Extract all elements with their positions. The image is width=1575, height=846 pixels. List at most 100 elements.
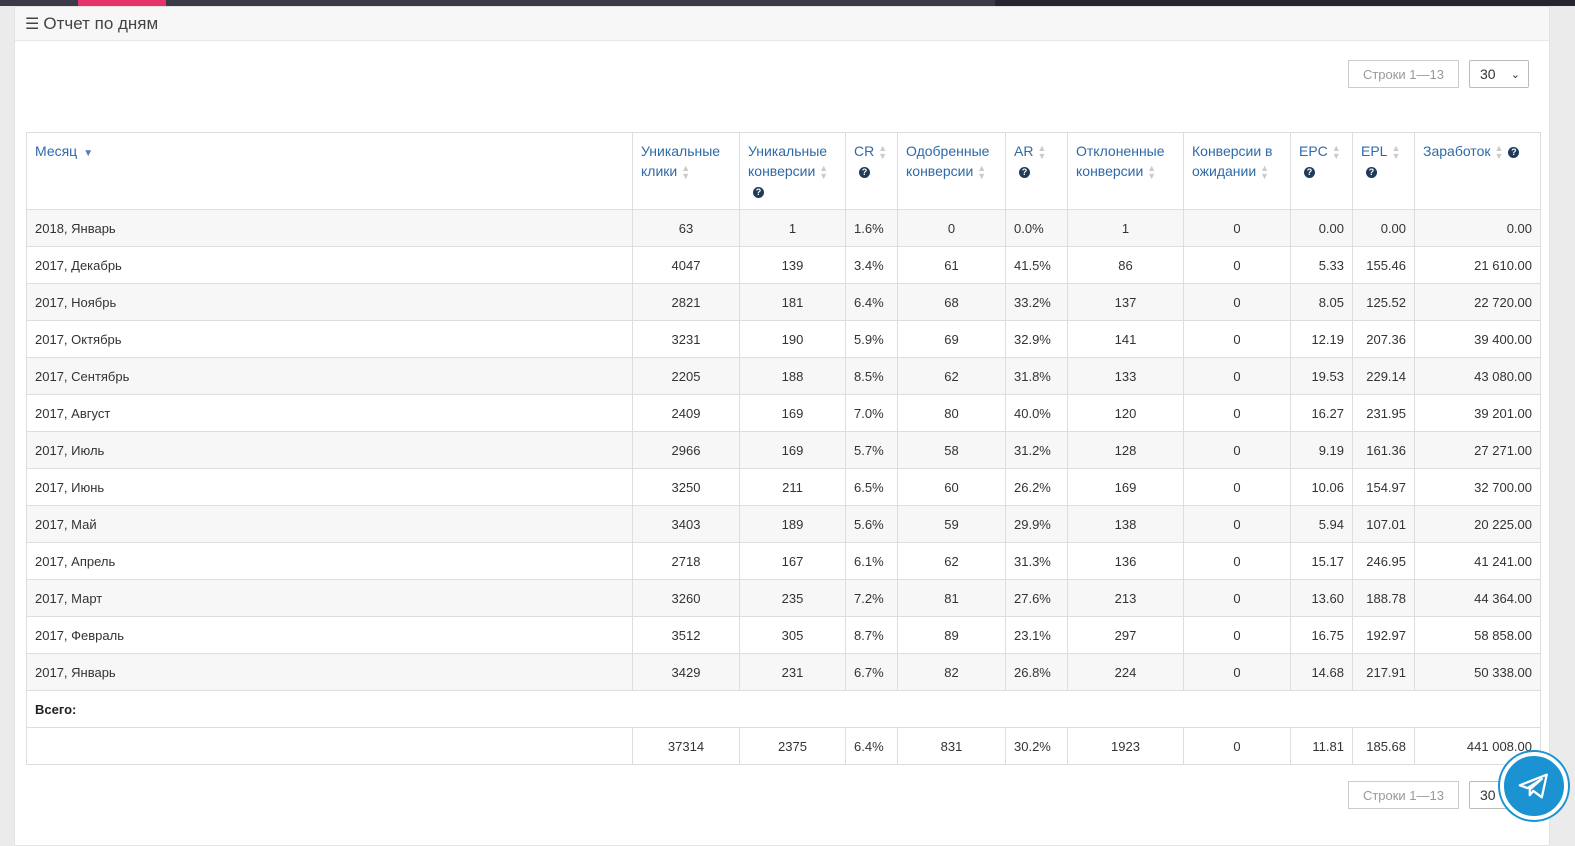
totals-cell: 6.4% (845, 727, 898, 765)
sort-desc-icon[interactable]: ▼ (83, 148, 94, 159)
table-cell: 26.8% (1005, 653, 1068, 691)
table-cell: 39 201.00 (1414, 394, 1541, 432)
column-header-8[interactable]: EPC ▲ ▼? (1290, 132, 1353, 210)
table-cell: 2017, Ноябрь (26, 283, 633, 321)
column-header-3[interactable]: CR ▲ ▼? (845, 132, 898, 210)
sort-icon[interactable]: ▲ ▼ (1147, 163, 1157, 182)
table-cell: 61 (897, 246, 1006, 284)
table-row: 2017, Март 3260 235 7.2% 81 27.6% 213 0 13.60 188… (26, 579, 1541, 617)
table-cell: 31.8% (1005, 357, 1068, 395)
table-cell: 138 (1067, 505, 1184, 543)
table-cell: 155.46 (1352, 246, 1415, 284)
table-cell: 0 (897, 209, 1006, 247)
table-cell: 19.53 (1290, 357, 1353, 395)
table-cell: 0 (1183, 394, 1291, 432)
table-cell: 0 (1183, 542, 1291, 580)
table-cell: 3231 (632, 320, 740, 358)
totals-cell: 831 (897, 727, 1006, 765)
table-cell: 2017, Сентябрь (26, 357, 633, 395)
panel-header: ☰ Отчет по дням (15, 7, 1549, 41)
column-header-5[interactable]: AR ▲ ▼? (1005, 132, 1068, 210)
sort-icon[interactable]: ▲ ▼ (977, 163, 987, 182)
sort-icon[interactable]: ▲ ▼ (1391, 143, 1401, 162)
table-cell: 0.00 (1414, 209, 1541, 247)
help-icon[interactable]: ? (1304, 166, 1315, 178)
table-cell: 305 (739, 616, 846, 654)
chevron-down-icon: ⌄ (1510, 68, 1520, 81)
table-cell: 2017, Март (26, 579, 633, 617)
column-header-4[interactable]: Одобренные конверсии ▲ ▼ (897, 132, 1006, 210)
table-cell: 81 (897, 579, 1006, 617)
table-cell: 3260 (632, 579, 740, 617)
table-cell: 29.9% (1005, 505, 1068, 543)
sort-icon[interactable]: ▲ ▼ (1331, 143, 1341, 162)
help-icon[interactable]: ? (1019, 166, 1030, 178)
column-header-7[interactable]: Конверсии в ожидании ▲ ▼ (1183, 132, 1291, 210)
table-cell: 0 (1183, 283, 1291, 321)
table-cell: 22 720.00 (1414, 283, 1541, 321)
table-cell: 8.7% (845, 616, 898, 654)
table-cell: 6.4% (845, 283, 898, 321)
rows-range-button-bottom[interactable]: Строки 1—13 (1347, 781, 1459, 809)
table-cell: 169 (1067, 468, 1184, 506)
per-page-select[interactable]: 30 ⌄ (1469, 60, 1529, 88)
table-row: 2017, Июнь 3250 211 6.5% 60 26.2% 169 0 10.06 154… (26, 468, 1541, 506)
table-cell: 211 (739, 468, 846, 506)
table-cell: 5.9% (845, 320, 898, 358)
table-cell: 62 (897, 357, 1006, 395)
table-cell: 207.36 (1352, 320, 1415, 358)
column-header-10[interactable]: Заработок ▲ ▼? (1414, 132, 1541, 210)
sort-icon[interactable]: ▲ ▼ (878, 143, 888, 162)
table-cell: 43 080.00 (1414, 357, 1541, 395)
table-cell: 136 (1067, 542, 1184, 580)
rows-range-button[interactable]: Строки 1—13 (1347, 60, 1459, 88)
table-cell: 0.0% (1005, 209, 1068, 247)
table-cell: 125.52 (1352, 283, 1415, 321)
table-cell: 13.60 (1290, 579, 1353, 617)
table-cell: 2017, Декабрь (26, 246, 633, 284)
sort-icon[interactable]: ▲ ▼ (819, 163, 829, 182)
table-cell: 39 400.00 (1414, 320, 1541, 358)
column-header-label: Заработок (1423, 143, 1491, 159)
table-cell: 58 858.00 (1414, 616, 1541, 654)
table-cell: 137 (1067, 283, 1184, 321)
navbar-right-segment (995, 0, 1575, 6)
table-cell: 41 241.00 (1414, 542, 1541, 580)
column-header-label: EPC (1299, 143, 1328, 159)
table-cell: 0 (1183, 320, 1291, 358)
table-cell: 6.1% (845, 542, 898, 580)
table-cell: 141 (1067, 320, 1184, 358)
table-cell: 3403 (632, 505, 740, 543)
help-icon[interactable]: ? (859, 166, 870, 178)
table-cell: 213 (1067, 579, 1184, 617)
table-cell: 188 (739, 357, 846, 395)
telegram-chat-button[interactable] (1500, 752, 1568, 820)
column-header-9[interactable]: EPL ▲ ▼? (1352, 132, 1415, 210)
pager-bottom: Строки 1—13 30 ⌄ (1347, 781, 1529, 809)
table-cell: 14.68 (1290, 653, 1353, 691)
column-header-1[interactable]: Уникальные клики ▲ ▼ (632, 132, 740, 210)
table-cell: 6.5% (845, 468, 898, 506)
table-cell: 12.19 (1290, 320, 1353, 358)
sort-icon[interactable]: ▲ ▼ (1260, 163, 1270, 182)
column-header-0[interactable]: Месяц ▼ (26, 132, 633, 210)
column-header-2[interactable]: Уникальные конверсии ▲ ▼? (739, 132, 846, 210)
column-header-6[interactable]: Отклоненные конверсии ▲ ▼ (1067, 132, 1184, 210)
help-icon[interactable]: ? (1366, 166, 1377, 178)
table-cell: 2017, Июль (26, 431, 633, 469)
sort-icon[interactable]: ▲ ▼ (681, 163, 691, 182)
table-row: 2017, Апрель 2718 167 6.1% 62 31.3% 136 0 15.17 2… (26, 542, 1541, 580)
help-icon[interactable]: ? (1508, 146, 1520, 158)
table-cell: 246.95 (1352, 542, 1415, 580)
table-cell: 2017, Февраль (26, 616, 633, 654)
table-cell: 26.2% (1005, 468, 1068, 506)
report-panel: ☰ Отчет по дням Строки 1—13 30 ⌄ Месяц ▼ У… (14, 6, 1550, 846)
table-cell: 31.3% (1005, 542, 1068, 580)
table-cell: 50 338.00 (1414, 653, 1541, 691)
table-cell: 231.95 (1352, 394, 1415, 432)
sort-icon[interactable]: ▲ ▼ (1037, 143, 1047, 162)
table-cell: 2017, Январь (26, 653, 633, 691)
help-icon[interactable]: ? (753, 186, 764, 198)
sort-icon[interactable]: ▲ ▼ (1494, 143, 1504, 162)
table-cell: 192.97 (1352, 616, 1415, 654)
